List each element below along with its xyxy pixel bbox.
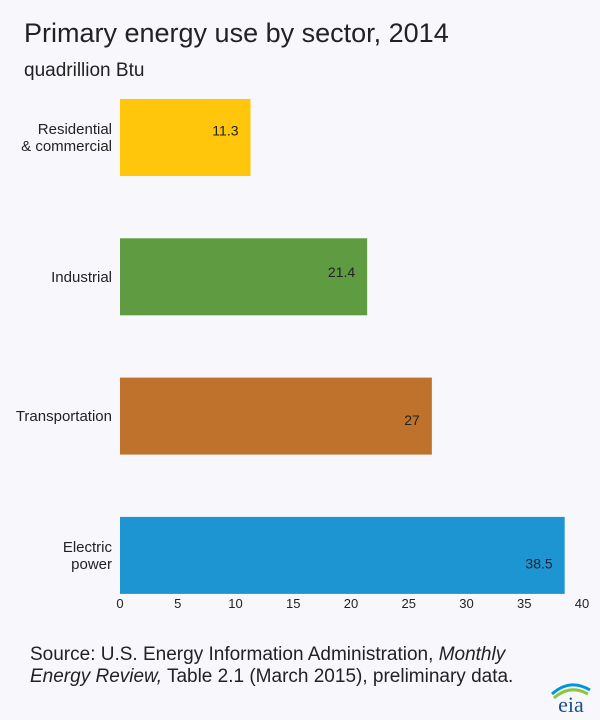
x-tick-label: 40 — [575, 596, 589, 611]
chart-subtitle: quadrillion Btu — [24, 60, 145, 81]
x-tick-label: 30 — [459, 596, 473, 611]
chart-title: Primary energy use by sector, 2014 — [24, 18, 449, 48]
category-label: Residential — [38, 121, 112, 138]
source-prefix: Source: U.S. Energy Information Administ… — [30, 644, 439, 665]
bar-value-label: 11.3 — [212, 123, 238, 139]
logo-arc-green — [553, 688, 589, 700]
bar-2 — [120, 377, 432, 455]
category-label: & commercial — [21, 138, 112, 155]
bar-chart: 11.3 Residential& commercial 21.4 Industria… — [16, 99, 589, 611]
x-tick-label: 20 — [344, 596, 358, 611]
x-tick-label: 25 — [402, 596, 416, 611]
bar-0 — [120, 99, 251, 176]
logo-arc-blue — [551, 683, 591, 696]
source-note: Source: U.S. Energy Information Administ… — [30, 644, 570, 688]
logo-wordmark: eia — [558, 692, 584, 716]
bar-value-label: 27 — [404, 412, 420, 428]
x-tick-label: 0 — [116, 596, 123, 611]
x-tick-label: 10 — [228, 596, 242, 611]
category-label: Transportation — [16, 408, 112, 425]
category-label: Industrial — [51, 269, 112, 286]
bar-value-label: 21.4 — [328, 264, 355, 280]
x-tick-label: 15 — [286, 596, 300, 611]
eia-logo: eia — [551, 683, 591, 716]
source-suffix: Table 2.1 (March 2015), preliminary data… — [162, 666, 514, 687]
category-label: power — [71, 556, 112, 573]
bar-1 — [120, 238, 368, 316]
category-label: Electric — [63, 539, 113, 556]
x-tick-label: 35 — [517, 596, 531, 611]
bar-3 — [120, 516, 565, 594]
source-publication: Monthly Energy Review, — [30, 644, 506, 687]
bar-value-label: 38.5 — [525, 555, 552, 571]
x-tick-label: 5 — [174, 596, 181, 611]
